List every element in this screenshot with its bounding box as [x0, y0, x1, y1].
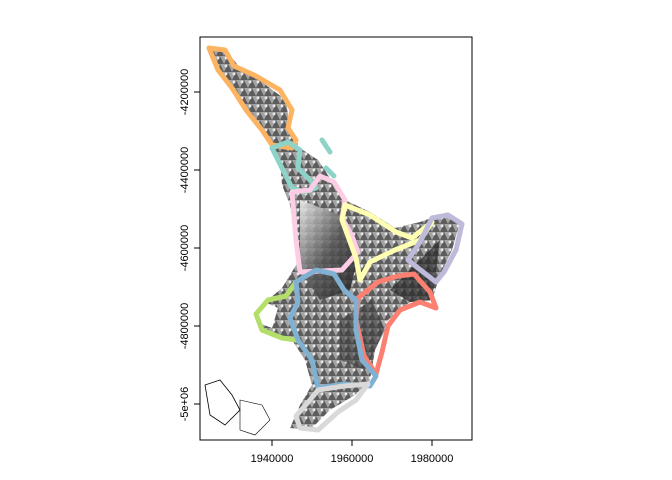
- x-tick-label: 1960000: [331, 453, 374, 465]
- y-tick-label: -4200000: [179, 69, 191, 116]
- region-boundaries: [206, 45, 465, 433]
- region-northland: [206, 45, 299, 151]
- region-gisborne: [405, 212, 465, 285]
- x-tick-label: 1980000: [411, 453, 454, 465]
- region-manawatu-whanganui: [287, 267, 379, 391]
- x-tick-label: 1940000: [251, 453, 294, 465]
- y-axis: -4200000 -4400000 -4600000 -4800000 -5e+…: [179, 69, 201, 422]
- x-axis: 1940000 1960000 1980000: [251, 439, 454, 465]
- y-tick-label: -4400000: [179, 147, 191, 194]
- region-wellington: [293, 381, 371, 433]
- region-hawkes-bay: [353, 271, 439, 377]
- y-tick-label: -4800000: [179, 303, 191, 350]
- region-taranaki: [253, 279, 299, 343]
- region-bay-of-plenty: [339, 202, 435, 283]
- y-tick-label: -5e+06: [179, 387, 191, 422]
- y-tick-label: -4600000: [179, 225, 191, 272]
